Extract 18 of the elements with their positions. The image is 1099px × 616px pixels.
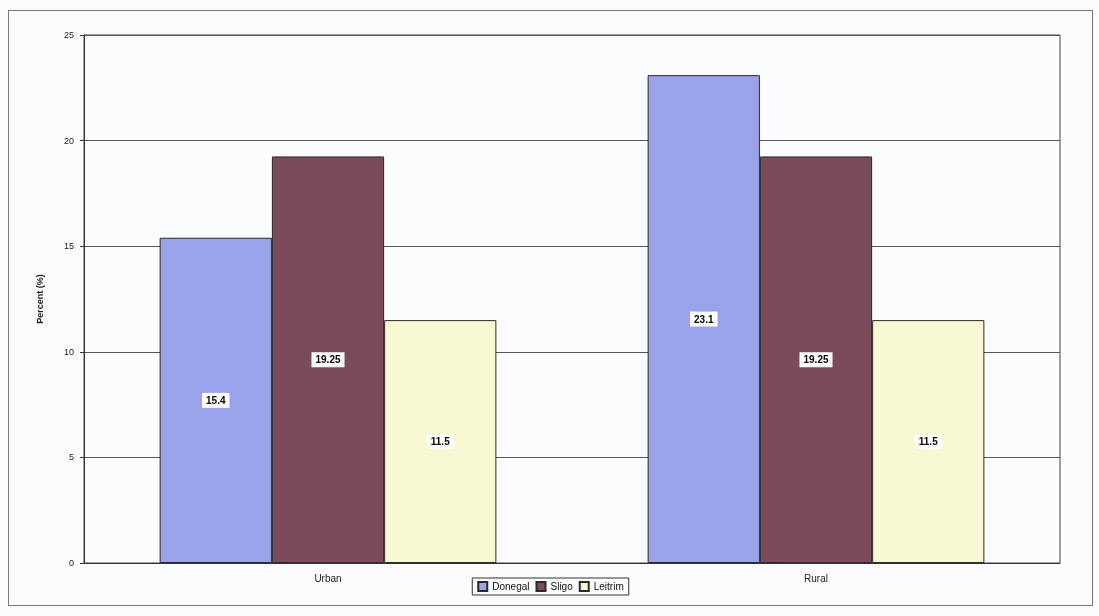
data-label: 11.5 (918, 436, 939, 448)
y-tick-label: 15 (63, 241, 74, 252)
data-label: 23.1 (694, 313, 714, 325)
y-tick-label: 20 (63, 135, 74, 146)
x-tick-label: Rural (804, 572, 828, 584)
data-label: 19.25 (315, 354, 341, 366)
y-tick-label: 10 (63, 346, 74, 357)
legend-label: Donegal (492, 581, 530, 592)
y-tick-label: 5 (68, 452, 74, 463)
x-tick-label: Urban (314, 572, 342, 584)
y-tick-label: 25 (63, 30, 74, 40)
data-label: 15.4 (206, 394, 226, 406)
data-label: 11.5 (430, 436, 451, 448)
legend-label: Sligo (550, 581, 574, 592)
data-label: 19.25 (803, 354, 829, 366)
legend-label: Leitrim (593, 581, 624, 592)
y-tick-label: 0 (68, 558, 74, 568)
y-axis-title: Percent (%) (34, 274, 45, 324)
